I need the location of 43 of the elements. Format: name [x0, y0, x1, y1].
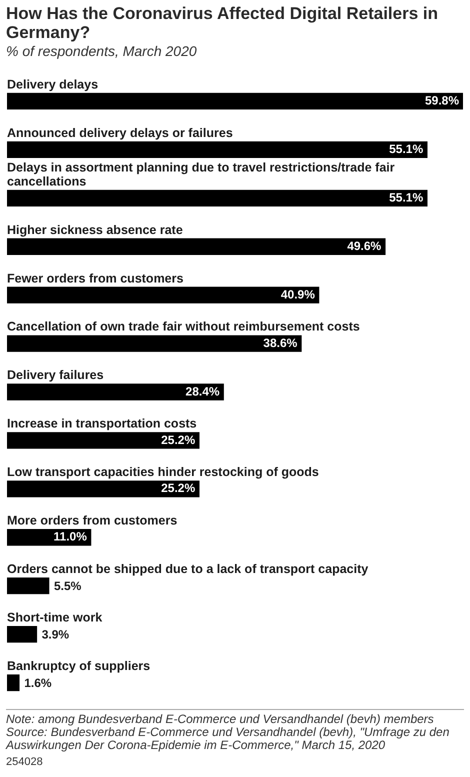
bar	[7, 92, 463, 110]
chart-subtitle: % of respondents, March 2020	[6, 43, 198, 59]
data-label: 25.2%	[161, 432, 196, 447]
y-tick-label: Low transport capacities hinder restocking of goods	[7, 465, 319, 480]
bar	[7, 141, 428, 158]
y-tick-label: Higher sickness absence rate	[7, 222, 183, 237]
y-tick-label: Delivery failures	[7, 368, 104, 382]
y-tick-label: More orders from customers	[7, 514, 178, 528]
y-tick-label: Cancellation of own trade fair without reimbursement costs	[7, 320, 360, 334]
bar	[7, 626, 38, 643]
data-label: 25.2%	[161, 481, 196, 496]
y-tick-label: Short-time work	[7, 610, 102, 625]
data-label: 49.6%	[347, 238, 382, 253]
data-label: 1.6%	[24, 676, 52, 690]
data-label: 40.9%	[280, 287, 316, 302]
bar	[7, 674, 20, 692]
data-label: 59.8%	[424, 94, 460, 108]
y-tick-label: Bankruptcy of suppliers	[7, 658, 150, 673]
data-label: 3.9%	[42, 628, 70, 642]
y-tick-label: Delays in assortment planning due to travel restrictions/trade fair cancellations	[7, 160, 395, 188]
y-tick-label: Fewer orders from customers	[7, 271, 184, 286]
data-label: 11.0%	[54, 530, 88, 544]
data-label: 55.1%	[389, 142, 424, 156]
data-label: 28.4%	[186, 384, 220, 398]
bar	[7, 286, 320, 304]
source-note: Source: Bundesverband E-Commerce und Versandhandel (bevh), "Umfrage zu den Auswirkungen Der Corona-Epidemie im E-Commerce," March 15, 2020	[6, 725, 450, 752]
text: 254028	[6, 756, 44, 768]
y-tick-label: Increase in transportation costs	[7, 416, 197, 431]
bar	[7, 190, 428, 206]
y-tick-label: Orders cannot be shipped due to a lack of transport capacity	[7, 562, 368, 576]
data-label: 38.6%	[263, 336, 298, 350]
y-tick-label: Delivery delays	[7, 77, 98, 92]
bar	[7, 432, 200, 449]
bar	[7, 238, 386, 255]
text: Note: among Bundesverband E-Commerce und Versandhandel (bevh) members	[6, 712, 435, 726]
bar	[7, 384, 224, 400]
chart-title: How Has the Coronavirus Affected Digital Retailers in Germany?	[6, 4, 440, 42]
data-label: 5.5%	[54, 579, 82, 594]
y-tick-label: Announced delivery delays or failures	[7, 126, 233, 140]
bar	[7, 480, 200, 498]
data-label: 55.1%	[389, 190, 424, 204]
bar	[7, 335, 302, 352]
bar	[7, 578, 50, 594]
